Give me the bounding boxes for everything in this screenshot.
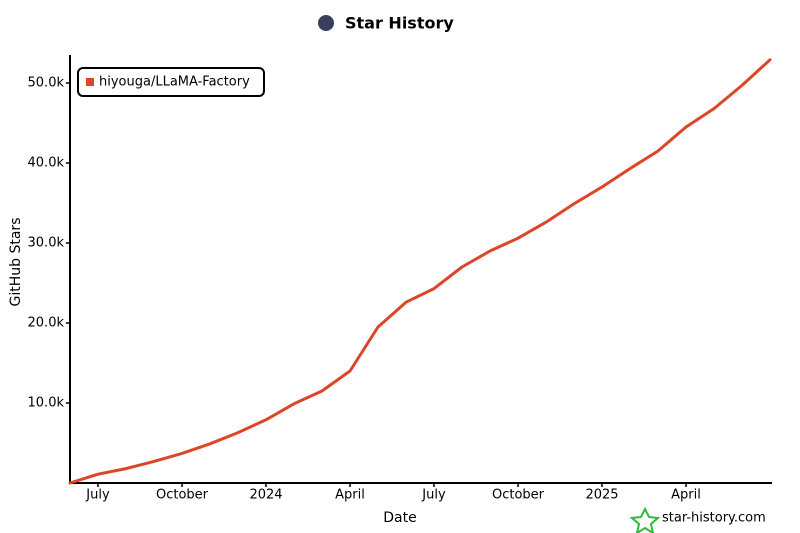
x-tick-label: October: [156, 488, 209, 503]
y-axis-label: GitHub Stars: [8, 218, 24, 307]
x-tick-label: April: [671, 488, 701, 503]
y-tick-label: 40.0k: [28, 156, 65, 171]
x-tick-label: July: [85, 488, 110, 503]
series-line: [68, 58, 772, 485]
x-tick-label: 2025: [585, 488, 618, 503]
legend-box: [77, 67, 265, 97]
credit: star-history.com: [662, 511, 766, 526]
x-tick-label: 2024: [249, 488, 282, 503]
x-axis-label: Date: [383, 510, 416, 526]
legend-swatch: [86, 78, 94, 86]
x-tick-label: April: [335, 488, 365, 503]
y-tick-label: 30.0k: [28, 236, 65, 251]
x-tick-label: July: [421, 488, 446, 503]
legend-label: hiyouga/LLaMA-Factory: [99, 75, 250, 90]
x-tick-label: October: [492, 488, 545, 503]
y-tick-label: 20.0k: [28, 316, 65, 331]
y-tick-label: 50.0k: [28, 76, 65, 91]
chart-title: Star History: [345, 14, 454, 33]
y-tick-label: 10.0k: [28, 396, 65, 411]
logo: [318, 15, 334, 31]
credit-icon: [629, 506, 661, 533]
